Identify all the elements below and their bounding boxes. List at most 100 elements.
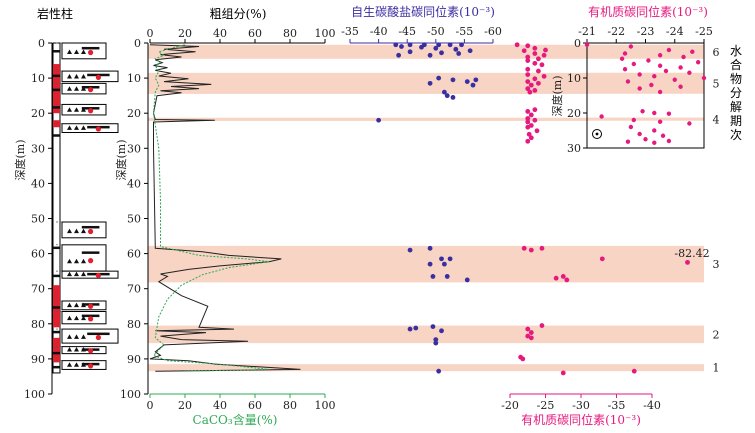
lith-layer-mark (53, 306, 60, 309)
lith-triangle-symbol (74, 315, 79, 321)
carbonate-point (467, 48, 473, 54)
lith-triangle-symbol (67, 228, 72, 234)
lith-block (61, 244, 107, 272)
carbonate-point (430, 274, 436, 279)
stage-label-5: 5 (713, 77, 720, 90)
organic-point (553, 275, 559, 281)
organic-point (532, 45, 538, 51)
carbonate-point (396, 52, 402, 58)
organic-point (532, 76, 538, 82)
carbonate-point (376, 117, 381, 123)
inset-title: 有机质碳同位素(10⁻³) (588, 4, 708, 19)
caco3-tick-label: 100 (315, 399, 336, 412)
carbonate-point (436, 368, 442, 374)
inset-point (672, 77, 677, 82)
inset-point (678, 65, 683, 70)
carbonate-point (407, 42, 413, 48)
inset-y-tick-label: 30 (567, 142, 581, 155)
caco3-tick-label: 20 (178, 399, 192, 412)
caco3-tick-label: 0 (147, 399, 154, 412)
organic-point (560, 274, 566, 279)
carbonate-point (430, 324, 436, 330)
lith-red-band (53, 337, 60, 363)
carbonate-point (447, 42, 453, 48)
carbonate-point (407, 326, 413, 332)
organic-point (532, 117, 538, 123)
organic-point (631, 368, 637, 374)
coarse-tick-label: 80 (283, 27, 297, 40)
stage-label-1: 1 (713, 362, 720, 375)
lithology-column: 岩性柱 (37, 6, 119, 374)
organic-point (536, 80, 541, 86)
organic-point (543, 47, 548, 53)
lith-red-nodule (88, 363, 94, 369)
inset-point (652, 74, 657, 79)
organic-point (528, 330, 534, 335)
lith-triangle-symbol (67, 347, 72, 352)
inset-point (657, 53, 663, 58)
lith-triangle-symbol (74, 271, 79, 277)
lith-triangle-symbol (67, 258, 72, 264)
lith-red-nodule (88, 49, 94, 56)
organic-tick-label: -40 (643, 399, 661, 412)
lith-red-nodule (95, 272, 101, 278)
organic-point (525, 86, 531, 92)
carbonate-point (393, 42, 399, 48)
lith-black-lens (81, 251, 100, 254)
lith-triangle-symbol (81, 334, 86, 339)
stage-axis-char: 合 (730, 57, 742, 72)
organic-point (525, 124, 531, 130)
lith-block (61, 70, 119, 83)
carbonate-point (407, 247, 413, 253)
organic-point (525, 72, 531, 77)
main-depth-axis-tick-label: 90 (127, 353, 141, 366)
lith-depth-axis-tick-label: 10 (31, 72, 45, 85)
lith-triangle-symbol (74, 362, 79, 367)
carbonate-point (464, 277, 470, 283)
lith-layer-mark (53, 88, 60, 92)
organic-point (685, 259, 690, 265)
caco3-tick-label: 80 (283, 399, 297, 412)
lith-red-nodule (88, 228, 94, 235)
organic-point (541, 52, 547, 58)
inset-point (652, 128, 657, 133)
carbonate-point (436, 75, 442, 81)
inset-point (681, 54, 686, 60)
organic-tick-label: -35 (608, 399, 626, 412)
inset-point (652, 110, 657, 116)
lithology-title: 岩性柱 (37, 6, 73, 21)
organic-point (525, 54, 531, 60)
carbonate-tick-label: -55 (456, 25, 474, 38)
lith-depth-axis-tick-label: 90 (31, 353, 45, 366)
lith-triangle-symbol (67, 302, 72, 308)
carbonate-point (433, 45, 439, 51)
main-depth-axis-tick-label: 20 (127, 107, 141, 120)
carbonate-point (439, 256, 444, 262)
organic-point (525, 58, 531, 63)
organic-point (560, 370, 566, 376)
coarse-tick-label: 60 (248, 27, 262, 40)
organic-point (525, 79, 531, 85)
carbonate-tick-label: -50 (427, 25, 445, 38)
inset-point (657, 119, 663, 124)
lith-triangle-symbol (67, 49, 72, 55)
carbonate-point (447, 256, 453, 262)
carbonate-point (433, 337, 439, 342)
carbonate-point (453, 46, 459, 52)
organic-point (525, 119, 531, 125)
carbonate-point (470, 82, 476, 88)
lith-triangle-symbol (67, 271, 72, 277)
lith-triangle-symbol (67, 73, 72, 79)
lith-triangle-symbol (81, 86, 86, 91)
inset-point (666, 47, 672, 53)
inset-x-tick-label: -21 (578, 25, 596, 38)
organic-outlier-annotation: -82.42 (674, 247, 709, 260)
organic-point (532, 107, 538, 113)
stage-label-2: 2 (713, 328, 720, 341)
inset-x-tick-label: -23 (637, 25, 655, 38)
main-depth-axis-tick-label: 80 (127, 318, 141, 331)
lith-triangle-symbol (74, 347, 79, 352)
inset-point (701, 75, 707, 81)
lith-layer-mark (53, 106, 60, 109)
coarse-series-line (149, 44, 301, 372)
